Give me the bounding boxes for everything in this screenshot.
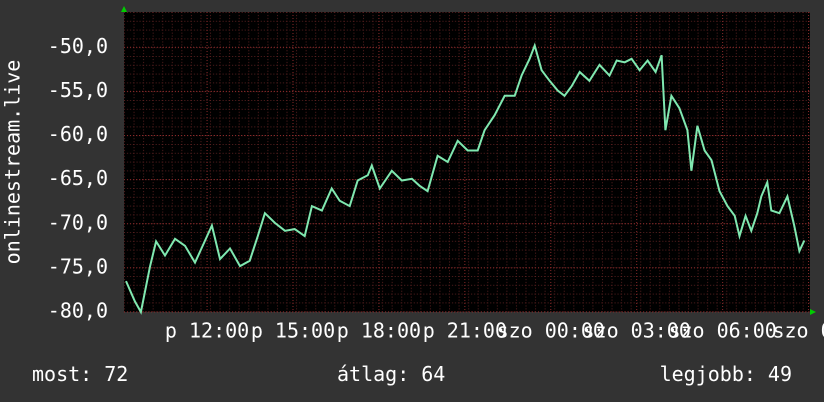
x-axis-arrow bbox=[810, 309, 816, 315]
x-tick-label: p 21:00 bbox=[423, 319, 507, 343]
minor-grid bbox=[124, 12, 810, 312]
stat-label: most: bbox=[32, 362, 92, 386]
x-tick-label: p 12:00 bbox=[165, 319, 249, 343]
x-tick-label: szo 06:00 bbox=[668, 319, 776, 343]
x-tick-label: p 18:00 bbox=[337, 319, 421, 343]
stat: legjobb: 49 bbox=[660, 362, 792, 386]
x-tick-label: szo 00:00 bbox=[497, 319, 605, 343]
stat-value: 49 bbox=[768, 362, 792, 386]
stats: most: 72 átlag: 64 legjobb: 49 bbox=[32, 362, 792, 386]
plot: -80,0 -75,0 -70,0 -65,0 -60,0 -55,0 -50,0 p 12:… bbox=[48, 12, 824, 343]
y-axis-title: onlinestream.live bbox=[1, 60, 25, 265]
y-tick-label: -75,0 bbox=[48, 254, 108, 278]
data-line bbox=[125, 42, 806, 315]
stat: átlag: 64 bbox=[337, 362, 445, 386]
stat-label: átlag: bbox=[337, 362, 409, 386]
y-tick-label: -80,0 bbox=[48, 299, 108, 323]
y-tick-label: -60,0 bbox=[48, 122, 108, 146]
y-tick-label: -50,0 bbox=[48, 34, 108, 58]
stat: most: 72 bbox=[32, 362, 128, 386]
stat-label: legjobb: bbox=[660, 362, 756, 386]
y-tick-label: -55,0 bbox=[48, 78, 108, 102]
stat-value: 64 bbox=[421, 362, 445, 386]
y-tick-label: -65,0 bbox=[48, 166, 108, 190]
x-tick-label: szo 03:00 bbox=[583, 319, 691, 343]
stat-value: 72 bbox=[104, 362, 128, 386]
y-axis-arrow bbox=[121, 6, 127, 12]
x-tick-label: szo 09 bbox=[772, 319, 824, 343]
y-tick-label: -70,0 bbox=[48, 210, 108, 234]
x-tick-label: p 15:00 bbox=[251, 319, 335, 343]
